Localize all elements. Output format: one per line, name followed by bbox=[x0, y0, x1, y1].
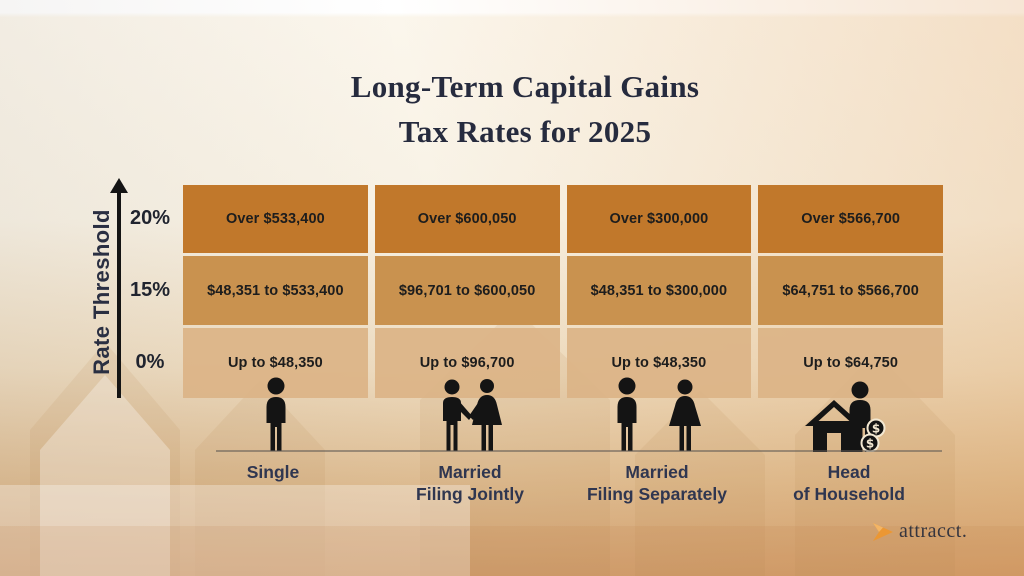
logo-arrow-icon bbox=[873, 522, 893, 541]
brand-logo: attracct. bbox=[872, 520, 967, 543]
table-cell: $48,351 to $300,000 bbox=[566, 256, 752, 325]
single-person-icon bbox=[256, 377, 296, 451]
category-line: Filing Separately bbox=[586, 484, 728, 504]
axis-label: Rate Threshold bbox=[89, 209, 114, 375]
category-line: Filing Jointly bbox=[416, 484, 524, 504]
tick-20-percent: 20% bbox=[129, 207, 171, 229]
table-cell: Over $600,050 bbox=[374, 185, 560, 253]
svg-text:$: $ bbox=[866, 437, 874, 451]
house-owner-with-coins-icon: $ $ bbox=[803, 381, 895, 452]
page-title: Long-Term Capital Gains Tax Rates for 20… bbox=[162, 64, 888, 154]
title-line-1: Long-Term Capital Gains bbox=[350, 69, 700, 104]
axis-arrow-up-icon bbox=[110, 178, 128, 193]
table-cell: Over $533,400 bbox=[183, 185, 368, 253]
tick-15-percent: 15% bbox=[129, 279, 171, 301]
category-label-married-jointly: Married Filing Jointly bbox=[350, 461, 590, 505]
category-baseline bbox=[216, 450, 942, 452]
category-line: Married bbox=[625, 462, 689, 482]
category-line: Married bbox=[438, 462, 502, 482]
category-label-head-of-household: Head of Household bbox=[729, 461, 969, 505]
axis-line bbox=[117, 192, 121, 398]
tick-0-percent: 0% bbox=[135, 351, 165, 373]
brand-name: attracct. bbox=[899, 520, 968, 542]
background-houses-image bbox=[0, 308, 1024, 576]
table-cell: $48,351 to $533,400 bbox=[183, 256, 368, 325]
category-label-single: Single bbox=[153, 461, 393, 483]
table-cell: Over $566,700 bbox=[758, 185, 943, 253]
category-line: of Household bbox=[793, 484, 905, 504]
svg-text:$: $ bbox=[872, 422, 880, 436]
table-cell: Over $300,000 bbox=[566, 185, 752, 253]
table-cell: Up to $48,350 bbox=[566, 328, 752, 398]
rate-threshold-table: Over $533,400 Over $600,050 Over $300,00… bbox=[183, 185, 943, 398]
table-cell: Up to $96,700 bbox=[374, 328, 560, 398]
separated-couple-icon bbox=[610, 377, 704, 451]
table-cell: $96,701 to $600,050 bbox=[374, 256, 560, 325]
table-cell: Up to $64,750 bbox=[758, 328, 943, 398]
category-label-married-separately: Married Filing Separately bbox=[537, 461, 777, 505]
table-cell: $64,751 to $566,700 bbox=[758, 256, 943, 325]
married-couple-holding-hands-icon bbox=[436, 377, 506, 451]
category-line: Head bbox=[827, 462, 871, 482]
category-line: Single bbox=[246, 462, 300, 482]
title-line-2: Tax Rates for 2025 bbox=[398, 114, 652, 149]
